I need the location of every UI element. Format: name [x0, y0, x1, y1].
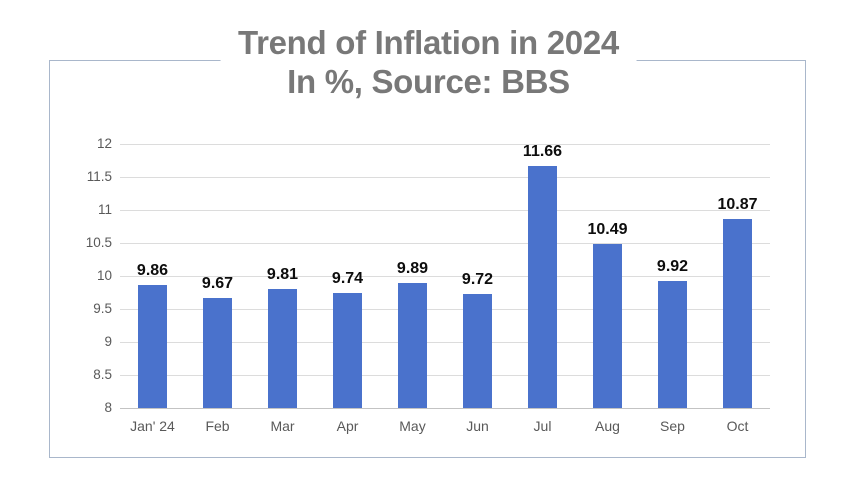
gridline	[120, 210, 770, 211]
bar-jan24	[138, 285, 167, 408]
bar-jul	[528, 166, 557, 408]
bar-value-label: 10.49	[587, 220, 628, 238]
gridline	[120, 276, 770, 277]
x-tick-label: Sep	[660, 418, 685, 434]
x-tick-label: Jul	[533, 418, 552, 434]
bar-value-label: 10.87	[717, 195, 758, 213]
gridline	[120, 342, 770, 343]
bar-value-label: 9.86	[136, 262, 169, 280]
x-tick-label: Apr	[336, 418, 359, 434]
y-tick-label: 11	[97, 202, 112, 217]
bar-value-label: 9.89	[396, 260, 429, 278]
y-tick-label: 8.5	[93, 367, 112, 382]
bar-mar	[268, 288, 297, 408]
y-tick-label: 9	[104, 334, 112, 349]
bar-sep	[658, 281, 687, 408]
bar-value-label: 9.92	[656, 258, 689, 276]
bar-value-label: 11.66	[522, 143, 563, 161]
y-tick-label: 8	[104, 400, 112, 415]
bar-value-label: 9.67	[201, 274, 234, 292]
bar-apr	[333, 293, 362, 408]
bar-feb	[203, 297, 232, 408]
x-tick-label: Oct	[726, 418, 749, 434]
gridline	[120, 309, 770, 310]
chart-title: Trend of Inflation in 2024 In %, Source:…	[220, 24, 637, 102]
gridline	[120, 375, 770, 376]
y-tick-label: 12	[96, 136, 112, 151]
y-tick-label: 11.5	[86, 169, 112, 184]
y-tick-label: 10.5	[85, 235, 112, 250]
chart-title-line-2: In %, Source: BBS	[287, 62, 570, 100]
bar-value-label: 9.81	[266, 265, 299, 283]
bar-value-label: 9.72	[461, 271, 494, 289]
chart-title-line-1: Trend of Inflation in 2024	[238, 24, 619, 61]
x-tick-label: Mar	[270, 418, 295, 434]
bar-jun	[463, 294, 492, 408]
y-tick-label: 10	[96, 268, 112, 283]
x-tick-label: Jan' 24	[130, 418, 175, 434]
bar-aug	[593, 243, 622, 408]
plot-area: 12 11.5 11 10.5 10 9.5 9 8.5 8 9.86 Jan' 24 9.67 Feb…	[86, 136, 770, 434]
x-tick-label: Jun	[466, 418, 489, 434]
gridline	[120, 177, 770, 178]
gridline	[120, 408, 770, 409]
y-tick-label: 9.5	[93, 301, 112, 316]
bar-may	[398, 283, 427, 408]
x-tick-label: Feb	[205, 418, 230, 434]
gridline	[120, 243, 770, 244]
x-tick-label: May	[399, 418, 426, 434]
gridline	[120, 144, 770, 145]
x-tick-label: Aug	[595, 418, 620, 434]
bar-oct	[723, 218, 752, 408]
bar-value-label: 9.74	[331, 270, 364, 288]
